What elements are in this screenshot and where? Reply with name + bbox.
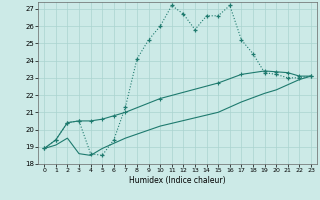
X-axis label: Humidex (Indice chaleur): Humidex (Indice chaleur) bbox=[129, 176, 226, 185]
